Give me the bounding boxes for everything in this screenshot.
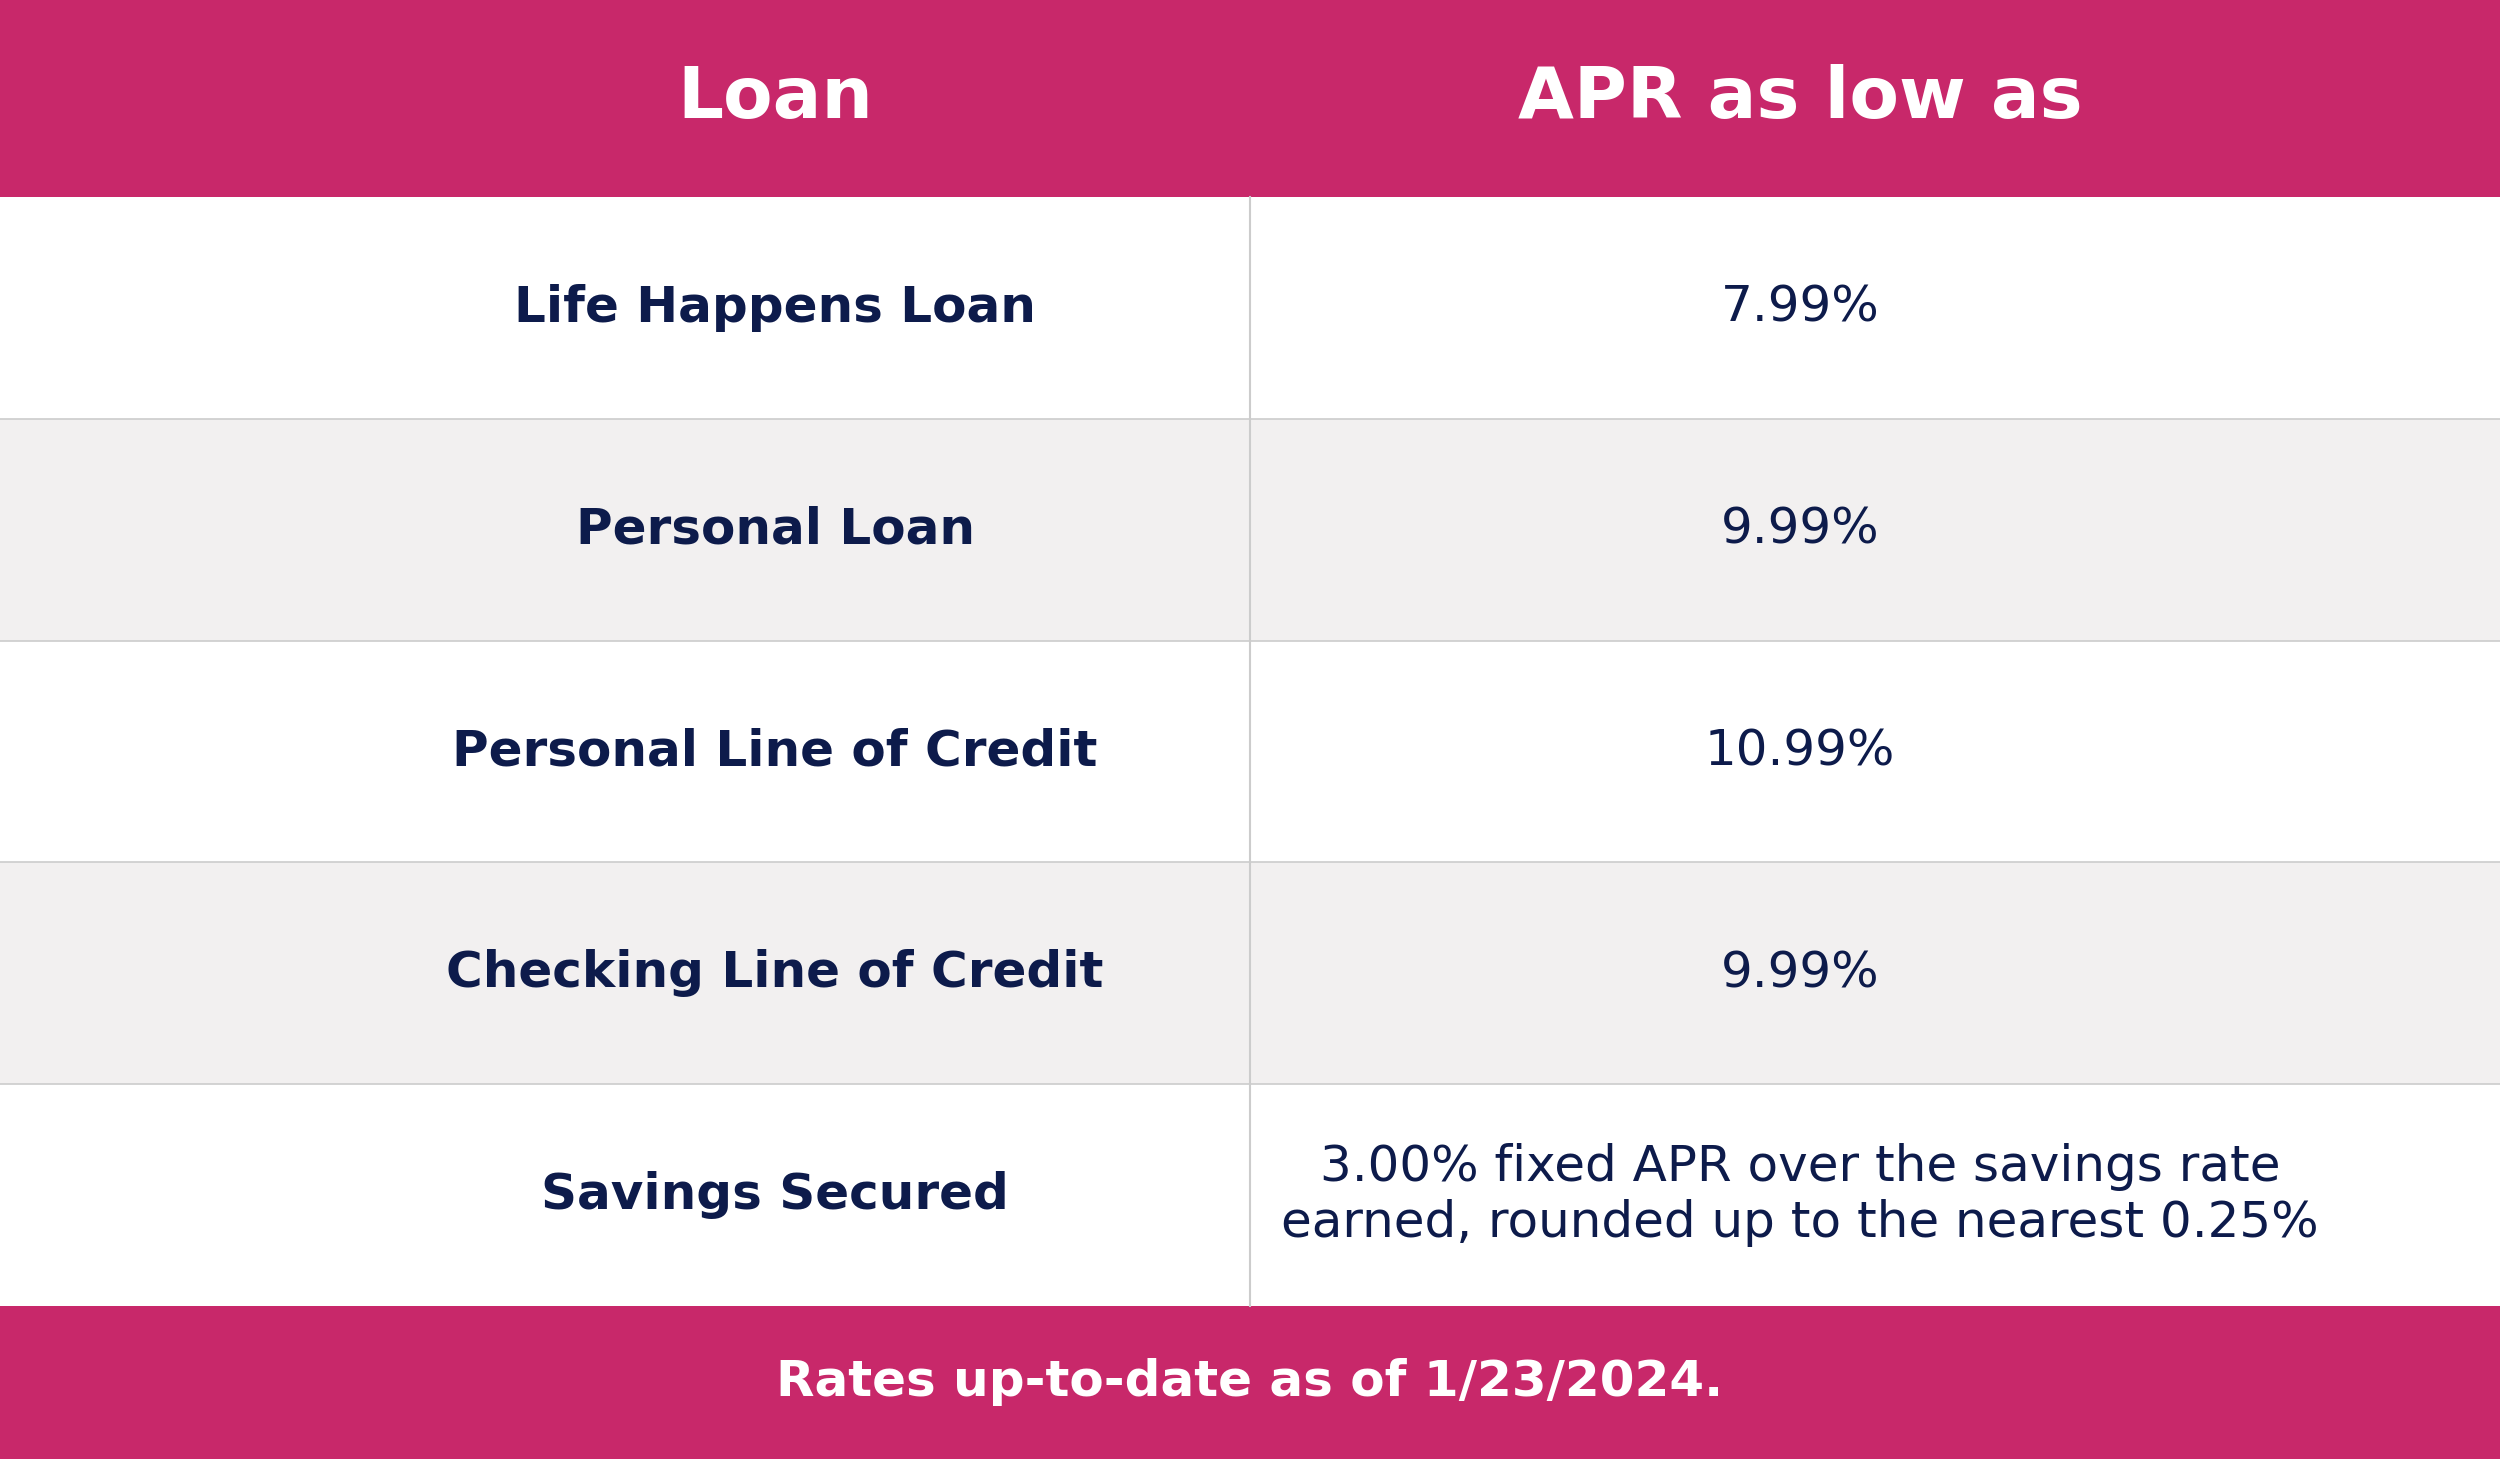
FancyBboxPatch shape <box>0 862 2500 1084</box>
Text: Personal Line of Credit: Personal Line of Credit <box>452 728 1098 775</box>
Text: Checking Line of Credit: Checking Line of Credit <box>448 950 1102 996</box>
Text: 9.99%: 9.99% <box>1720 506 1880 553</box>
FancyBboxPatch shape <box>0 1306 2500 1459</box>
FancyBboxPatch shape <box>0 641 2500 862</box>
Text: 9.99%: 9.99% <box>1720 950 1880 996</box>
FancyBboxPatch shape <box>0 419 2500 641</box>
Text: APR as low as: APR as low as <box>1518 64 2082 133</box>
Text: Life Happens Loan: Life Happens Loan <box>515 285 1035 331</box>
Text: 3.00% fixed APR over the savings rate
earned, rounded up to the nearest 0.25%: 3.00% fixed APR over the savings rate ea… <box>1280 1142 2320 1247</box>
Text: 10.99%: 10.99% <box>1705 728 1895 775</box>
Text: Loan: Loan <box>678 64 872 133</box>
FancyBboxPatch shape <box>0 1084 2500 1306</box>
FancyBboxPatch shape <box>0 0 2500 197</box>
Text: Rates up-to-date as of 1/23/2024.: Rates up-to-date as of 1/23/2024. <box>778 1358 1722 1406</box>
Text: Personal Loan: Personal Loan <box>575 506 975 553</box>
Text: 7.99%: 7.99% <box>1720 285 1880 331</box>
FancyBboxPatch shape <box>0 197 2500 419</box>
Text: Savings Secured: Savings Secured <box>540 1172 1010 1218</box>
